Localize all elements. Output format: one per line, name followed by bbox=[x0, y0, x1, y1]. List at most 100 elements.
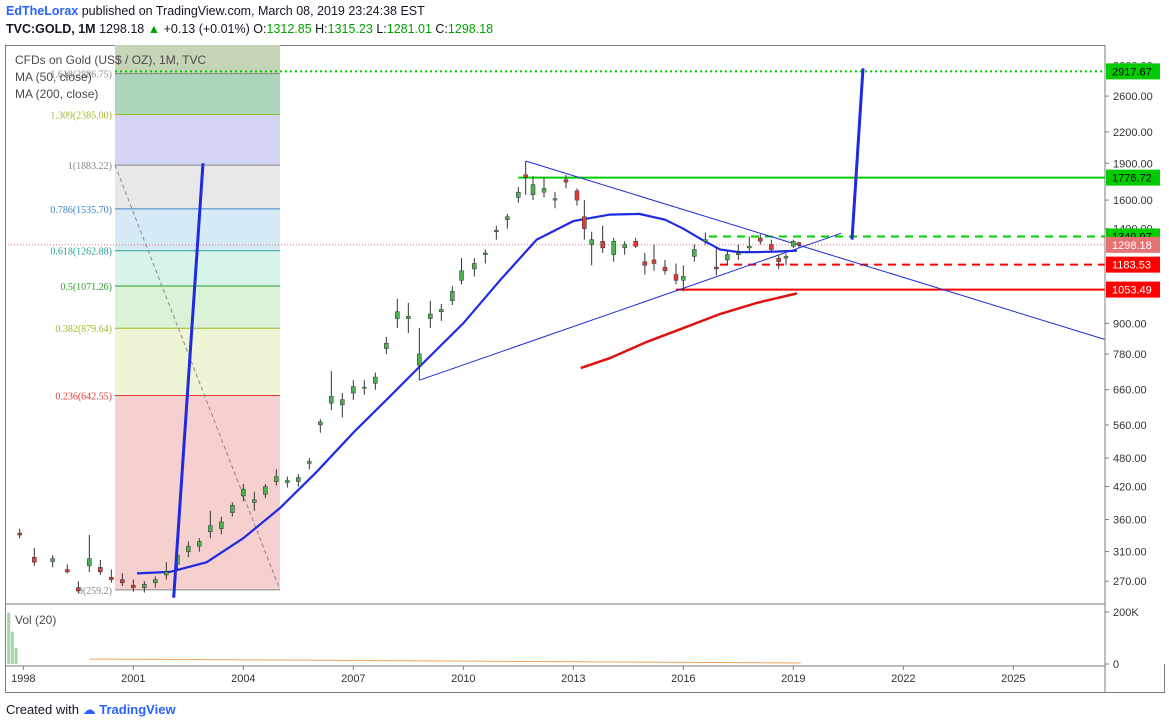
candle-body-44 bbox=[516, 191, 521, 198]
high-value: 1315.23 bbox=[327, 22, 373, 36]
arrow-line-0 bbox=[172, 163, 205, 598]
x-tick-label-0: 1998 bbox=[11, 673, 35, 685]
candle-body-42 bbox=[494, 229, 499, 232]
price-tag-label-1: 1776.72 bbox=[1112, 173, 1152, 185]
footer-brand[interactable]: TradingView bbox=[99, 702, 176, 717]
fib-zone-7 bbox=[115, 73, 280, 115]
y-tick-label-1: 310.00 bbox=[1113, 547, 1147, 559]
volume-bar-1 bbox=[10, 631, 14, 664]
close-value: 1298.18 bbox=[447, 22, 494, 36]
arrow-line-1 bbox=[850, 68, 865, 240]
price-tag-label-4: 1183.53 bbox=[1112, 260, 1151, 272]
trend-line-1 bbox=[419, 232, 842, 381]
legend-volume: Vol (20) bbox=[15, 613, 57, 627]
candle-body-5 bbox=[87, 558, 92, 567]
candle-body-49 bbox=[563, 179, 569, 183]
candle-body-33 bbox=[395, 311, 400, 319]
change-text: +0.13 (+0.01%) bbox=[163, 22, 250, 36]
candle-body-40 bbox=[472, 263, 477, 270]
candle-body-3 bbox=[65, 569, 70, 573]
candle-body-69 bbox=[769, 244, 774, 250]
candle-body-37 bbox=[439, 309, 444, 312]
published-text: published on TradingView.com, March 08, … bbox=[81, 4, 425, 18]
y-tick-label-3: 420.00 bbox=[1113, 482, 1147, 494]
legend-title: CFDs on Gold (US$ / OZ), 1M, TVC bbox=[15, 53, 207, 67]
candle-body-36 bbox=[428, 313, 433, 319]
candle-body-35 bbox=[417, 353, 422, 366]
fib-label-2: 0.382(879.64) bbox=[55, 324, 112, 335]
price-tag-1 bbox=[1106, 169, 1160, 186]
candle-body-24 bbox=[296, 477, 301, 482]
fib-diagonal bbox=[114, 164, 281, 591]
chart-header: EdTheLorax published on TradingView.com,… bbox=[0, 0, 1169, 40]
price-tag-3 bbox=[1106, 236, 1160, 253]
high-label: H: bbox=[315, 22, 328, 36]
low-label: L: bbox=[376, 22, 387, 36]
candle-body-17 bbox=[219, 521, 224, 529]
fib-label-3: 0.5(1071.26) bbox=[60, 282, 112, 293]
fib-label-0: 0(259.2) bbox=[78, 586, 112, 597]
y-tick-label-13: 2600.00 bbox=[1113, 91, 1153, 103]
fib-zone-1 bbox=[115, 328, 280, 396]
candle-body-2 bbox=[50, 558, 55, 562]
candle-body-64 bbox=[714, 266, 719, 270]
candle-body-47 bbox=[541, 188, 547, 193]
volume-bar-2 bbox=[14, 647, 18, 664]
candle-body-67 bbox=[747, 245, 752, 249]
y-tick-label-4: 480.00 bbox=[1113, 453, 1147, 465]
fib-zone-6 bbox=[115, 114, 280, 166]
fib-zone-top bbox=[115, 45, 280, 74]
candle-body-50 bbox=[574, 190, 580, 201]
price-axis-bg bbox=[1105, 45, 1165, 664]
candle-body-0 bbox=[17, 532, 22, 536]
candle-body-60 bbox=[673, 274, 679, 281]
y-tick-label-2: 360.00 bbox=[1113, 515, 1147, 527]
candle-body-51 bbox=[582, 216, 587, 229]
fib-label-8: 1.618(2886.75) bbox=[50, 70, 112, 81]
candle-body-26 bbox=[318, 421, 323, 426]
candle-body-59 bbox=[662, 266, 668, 272]
x-tick-label-2: 2004 bbox=[231, 673, 255, 685]
price-tag-0 bbox=[1106, 63, 1160, 80]
close-label: C: bbox=[435, 22, 448, 36]
footer: Created with ☁ TradingView bbox=[6, 702, 176, 718]
y-tick-label-7: 780.00 bbox=[1113, 349, 1147, 361]
fib-label-5: 0.786(1535.70) bbox=[50, 205, 112, 216]
author-link[interactable]: EdTheLorax bbox=[6, 4, 79, 18]
candle-body-11 bbox=[153, 579, 158, 584]
candle-body-53 bbox=[600, 241, 605, 249]
volume-tick-label-0: 200K bbox=[1113, 607, 1139, 619]
y-tick-label-11: 1900.00 bbox=[1113, 158, 1153, 170]
fib-label-1: 0.236(642.55) bbox=[55, 391, 112, 402]
candle-body-20 bbox=[252, 499, 257, 503]
symbol-label: TVC:GOLD, 1M bbox=[6, 22, 96, 36]
x-tick-label-4: 2010 bbox=[451, 673, 475, 685]
candle-body-39 bbox=[459, 270, 464, 281]
fib-label-6: 1(1883.22) bbox=[68, 161, 112, 172]
candle-body-28 bbox=[340, 399, 345, 406]
tradingview-logo-icon[interactable]: ☁ bbox=[82, 702, 96, 717]
candle-body-48 bbox=[552, 198, 558, 201]
price-tag-label-3: 1298.18 bbox=[1112, 240, 1152, 252]
candle-body-68 bbox=[758, 237, 763, 242]
candle-body-27 bbox=[329, 396, 334, 404]
candle-body-58 bbox=[651, 259, 657, 264]
candle-body-57 bbox=[642, 261, 648, 266]
candle-body-19 bbox=[241, 488, 246, 497]
candle-body-66 bbox=[736, 252, 741, 255]
candle-body-63 bbox=[703, 239, 708, 242]
candle-body-25 bbox=[307, 461, 312, 464]
volume-ma-line bbox=[89, 658, 801, 664]
ohlc-line: TVC:GOLD, 1M 1298.18 ▲ +0.13 (+0.01%) O:… bbox=[6, 22, 493, 36]
trend-line-0 bbox=[525, 160, 1109, 342]
y-tick-label-12: 2200.00 bbox=[1113, 127, 1153, 139]
candle-body-7 bbox=[109, 577, 114, 580]
candle-body-70 bbox=[776, 257, 781, 262]
fib-zone-0 bbox=[115, 395, 280, 590]
y-tick-label-10: 1600.00 bbox=[1113, 195, 1153, 207]
candle-body-56 bbox=[633, 241, 638, 247]
fib-label-7: 1.309(2385.00) bbox=[50, 111, 112, 122]
candle-body-71 bbox=[783, 256, 789, 259]
candle-body-61 bbox=[681, 276, 686, 281]
